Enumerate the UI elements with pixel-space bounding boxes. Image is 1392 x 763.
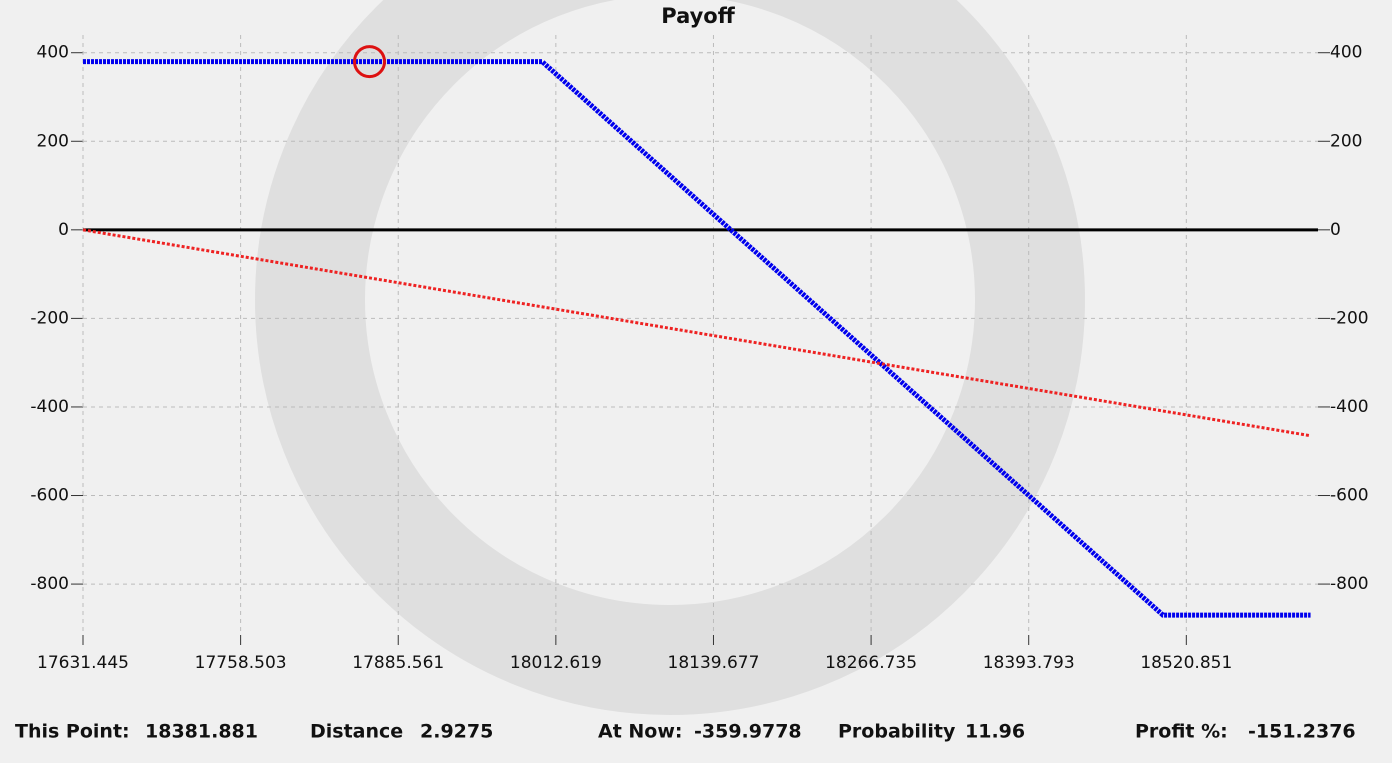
status-value: -359.9778 xyxy=(694,721,802,743)
y-tick-label: -800 xyxy=(30,574,69,594)
status-value: 18381.881 xyxy=(145,721,258,743)
y-tick-label: 0 xyxy=(58,220,69,240)
y2-tick-label: -800 xyxy=(1330,574,1369,594)
y2-tick-label: 0 xyxy=(1330,220,1341,240)
status-label: Distance xyxy=(310,721,403,743)
y2-tick-label: 200 xyxy=(1330,131,1362,151)
chart-title: Payoff xyxy=(661,4,735,28)
y-tick-label: 200 xyxy=(37,131,69,151)
y2-tick-label: 400 xyxy=(1330,43,1362,63)
y2-tick-label: -200 xyxy=(1330,308,1369,328)
payoff-window: Payoff 400 400 200 200 0 0 -200 -200 -400 -400 -60… xyxy=(0,0,1392,763)
y-tick-label: -200 xyxy=(30,308,69,328)
x-tick-label: 17885.561 xyxy=(352,653,444,673)
status-label: This Point: xyxy=(15,721,130,743)
y-tick-label: -600 xyxy=(30,486,69,506)
status-value: 2.9275 xyxy=(420,721,493,743)
y-tick-label: -400 xyxy=(30,397,69,417)
status-label: Probability xyxy=(838,721,956,743)
y2-tick-label: -600 xyxy=(1330,486,1369,506)
status-value: -151.2376 xyxy=(1248,721,1356,743)
x-tick-label: 18012.619 xyxy=(510,653,602,673)
x-tick-label: 18393.793 xyxy=(983,653,1075,673)
status-label: At Now: xyxy=(598,721,683,743)
y-tick-label: 400 xyxy=(37,43,69,63)
x-tick-label: 17758.503 xyxy=(195,653,287,673)
status-value: 11.96 xyxy=(965,721,1025,743)
x-tick-label: 18266.735 xyxy=(825,653,917,673)
x-tick-label: 18520.851 xyxy=(1140,653,1232,673)
x-tick-label: 17631.445 xyxy=(37,653,129,673)
x-tick-label: 18139.677 xyxy=(668,653,760,673)
y2-tick-label: -400 xyxy=(1330,397,1369,417)
status-label: Profit %: xyxy=(1135,721,1228,743)
